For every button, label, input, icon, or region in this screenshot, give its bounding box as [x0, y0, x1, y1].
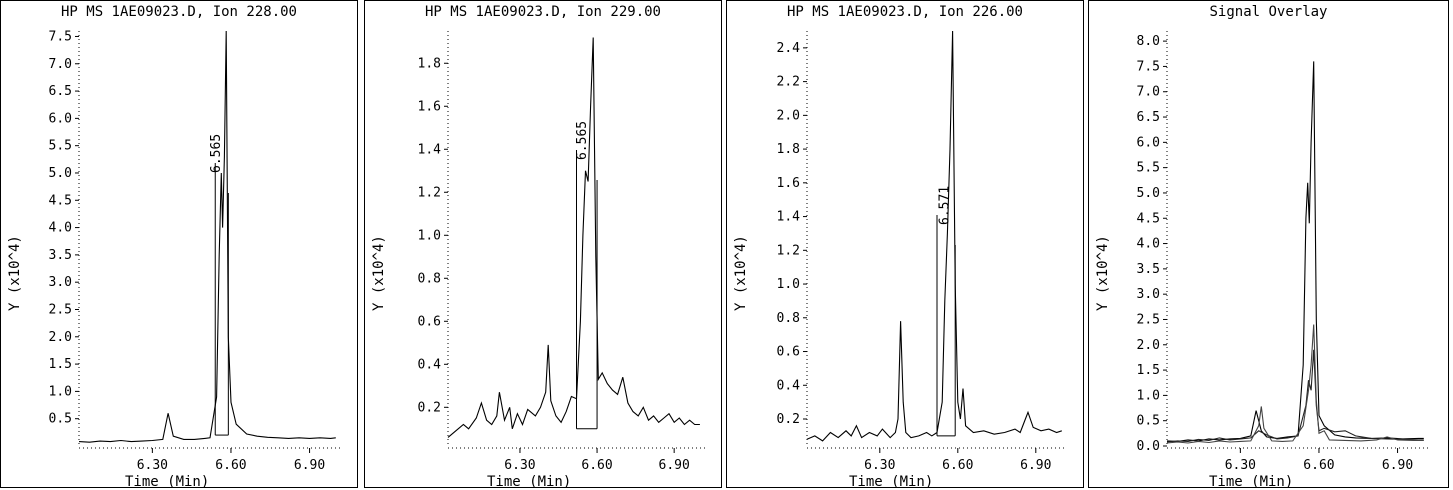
y-tick-label: 2.0 [777, 108, 800, 123]
y-tick-label: 7.0 [1137, 85, 1160, 100]
y-tick-label: 1.6 [418, 99, 441, 114]
x-axis-label: Time (Min) [849, 474, 934, 490]
y-tick-label: 2.5 [1137, 312, 1160, 327]
x-tick-label: 6.30 [137, 458, 168, 473]
x-axis-label: Time (Min) [1209, 474, 1294, 490]
y-tick-label: 6.0 [49, 111, 72, 126]
chart-panel-2: HP MS 1AE09023.D, Ion 229.00 0.2 0.4 0.6 0.… [364, 0, 722, 490]
y-tick-label: 0.2 [418, 400, 441, 415]
y-tick-label: 1.4 [777, 210, 801, 225]
chart-title: Signal Overlay [1209, 4, 1328, 20]
chart-panel-3: HP MS 1AE09023.D, Ion 226.00 0.2 0.4 0.6 0.… [726, 0, 1084, 490]
series-line [1166, 61, 1424, 442]
chart-plot: 0.2 0.4 0.6 0.8 1.0 1.2 1.4 1.6 1.8 2.0 2.2 2.4 6.30… [777, 30, 1067, 473]
y-tick-label: 4.5 [1137, 211, 1160, 226]
y-tick-label: 1.2 [777, 243, 800, 258]
y-axis-label: Y (x10^4) [371, 235, 387, 311]
y-tick-label: 2.4 [777, 41, 801, 56]
x-axis-label: Time (Min) [487, 474, 572, 490]
y-tick-label: 3.5 [1137, 262, 1160, 277]
y-tick-label: 0.5 [49, 412, 72, 427]
chart-plot: 0.2 0.4 0.6 0.8 1.0 1.2 1.4 1.6 1.8 6.30 6.60 6.90 6… [418, 31, 705, 473]
y-tick-label: 7.5 [1137, 59, 1160, 74]
y-tick-label: 1.0 [777, 277, 800, 292]
chart-title: HP MS 1AE09023.D, Ion 226.00 [786, 4, 1023, 20]
y-tick-label: 2.0 [49, 330, 72, 345]
y-tick-label: 7.0 [49, 57, 72, 72]
y-tick-label: 4.5 [49, 193, 72, 208]
y-tick-label: 3.0 [49, 275, 72, 290]
y-tick-label: 6.5 [49, 84, 72, 99]
y-tick-label: 0.4 [777, 378, 801, 393]
x-tick-label: 6.60 [215, 458, 246, 473]
y-tick-label: 1.5 [49, 357, 72, 372]
x-tick-label: 6.90 [294, 458, 325, 473]
series-line [1166, 349, 1424, 443]
y-tick-label: 8.0 [1137, 34, 1160, 49]
x-axis-label: Time (Min) [125, 474, 210, 490]
y-tick-label: 3.5 [49, 248, 72, 263]
y-tick-label: 1.5 [1137, 363, 1160, 378]
y-tick-label: 5.5 [49, 139, 72, 154]
y-axis-label: Y (x10^4) [1095, 235, 1111, 311]
y-tick-label: 0.8 [418, 271, 441, 286]
chart-plot: 0.0 0.5 1.0 1.5 2.0 2.5 3.0 3.5 4.0 4.5 5.0 5.5 6.0 6… [1137, 31, 1429, 473]
y-tick-label: 5.0 [1137, 186, 1160, 201]
y-tick-label: 6.0 [1137, 135, 1160, 150]
y-axis-label: Y (x10^4) [733, 235, 749, 311]
x-tick-label: 6.60 [942, 458, 973, 473]
y-tick-label: 1.2 [418, 185, 441, 200]
x-tick-label: 6.60 [581, 458, 612, 473]
y-tick-label: 7.5 [49, 29, 72, 44]
y-tick-label: 0.8 [777, 311, 800, 326]
y-tick-label: 2.0 [1137, 338, 1160, 353]
y-tick-label: 2.2 [777, 75, 800, 90]
y-tick-label: 5.5 [1137, 161, 1160, 176]
y-tick-label: 1.6 [777, 176, 800, 191]
x-tick-label: 6.60 [1303, 458, 1334, 473]
y-tick-label: 1.0 [418, 228, 441, 243]
chart-panel-1: HP MS 1AE09023.D, Ion 228.00 0.5 1.0 1.5 2.… [0, 0, 358, 490]
y-tick-label: 6.5 [1137, 110, 1160, 125]
y-tick-label: 0.6 [777, 345, 800, 360]
y-tick-label: 1.8 [418, 56, 441, 71]
y-tick-label: 1.8 [777, 142, 800, 157]
chart-panel-4: Signal Overlay 0.0 0.5 1.0 1.5 2.0 2.5 3.0 3.5 4… [1088, 0, 1449, 490]
peak-label: 6.565 [575, 121, 590, 160]
y-tick-label: 1.0 [1137, 388, 1160, 403]
y-tick-label: 1.0 [49, 384, 72, 399]
x-tick-label: 6.90 [659, 458, 690, 473]
x-tick-label: 6.90 [1020, 458, 1051, 473]
y-tick-label: 1.4 [418, 142, 442, 157]
y-tick-label: 0.6 [418, 314, 441, 329]
y-tick-label: 4.0 [1137, 237, 1160, 252]
x-tick-label: 6.30 [864, 458, 895, 473]
y-tick-label: 0.4 [418, 357, 442, 372]
chart-title: HP MS 1AE09023.D, Ion 229.00 [424, 4, 661, 20]
x-tick-label: 6.90 [1382, 458, 1413, 473]
peak-label: 6.565 [209, 134, 224, 173]
y-tick-label: 0.0 [1137, 439, 1160, 454]
series-line [447, 37, 700, 438]
y-tick-label: 0.2 [777, 412, 800, 427]
chart-title: HP MS 1AE09023.D, Ion 228.00 [60, 4, 297, 20]
y-tick-label: 5.0 [49, 166, 72, 181]
peak-label: 6.571 [937, 186, 952, 225]
chart-plot: 0.5 1.0 1.5 2.0 2.5 3.0 3.5 4.0 4.5 5.0 5.5 6.0 6.5 7… [49, 29, 341, 473]
x-tick-label: 6.30 [504, 458, 535, 473]
y-tick-label: 2.5 [49, 302, 72, 317]
series-line [806, 30, 1062, 442]
y-tick-label: 0.5 [1137, 414, 1160, 429]
y-axis-label: Y (x10^4) [7, 235, 23, 311]
y-tick-label: 3.0 [1137, 287, 1160, 302]
y-tick-label: 4.0 [49, 221, 72, 236]
x-tick-label: 6.30 [1225, 458, 1256, 473]
series-line [78, 30, 336, 443]
series-line [1166, 324, 1424, 444]
